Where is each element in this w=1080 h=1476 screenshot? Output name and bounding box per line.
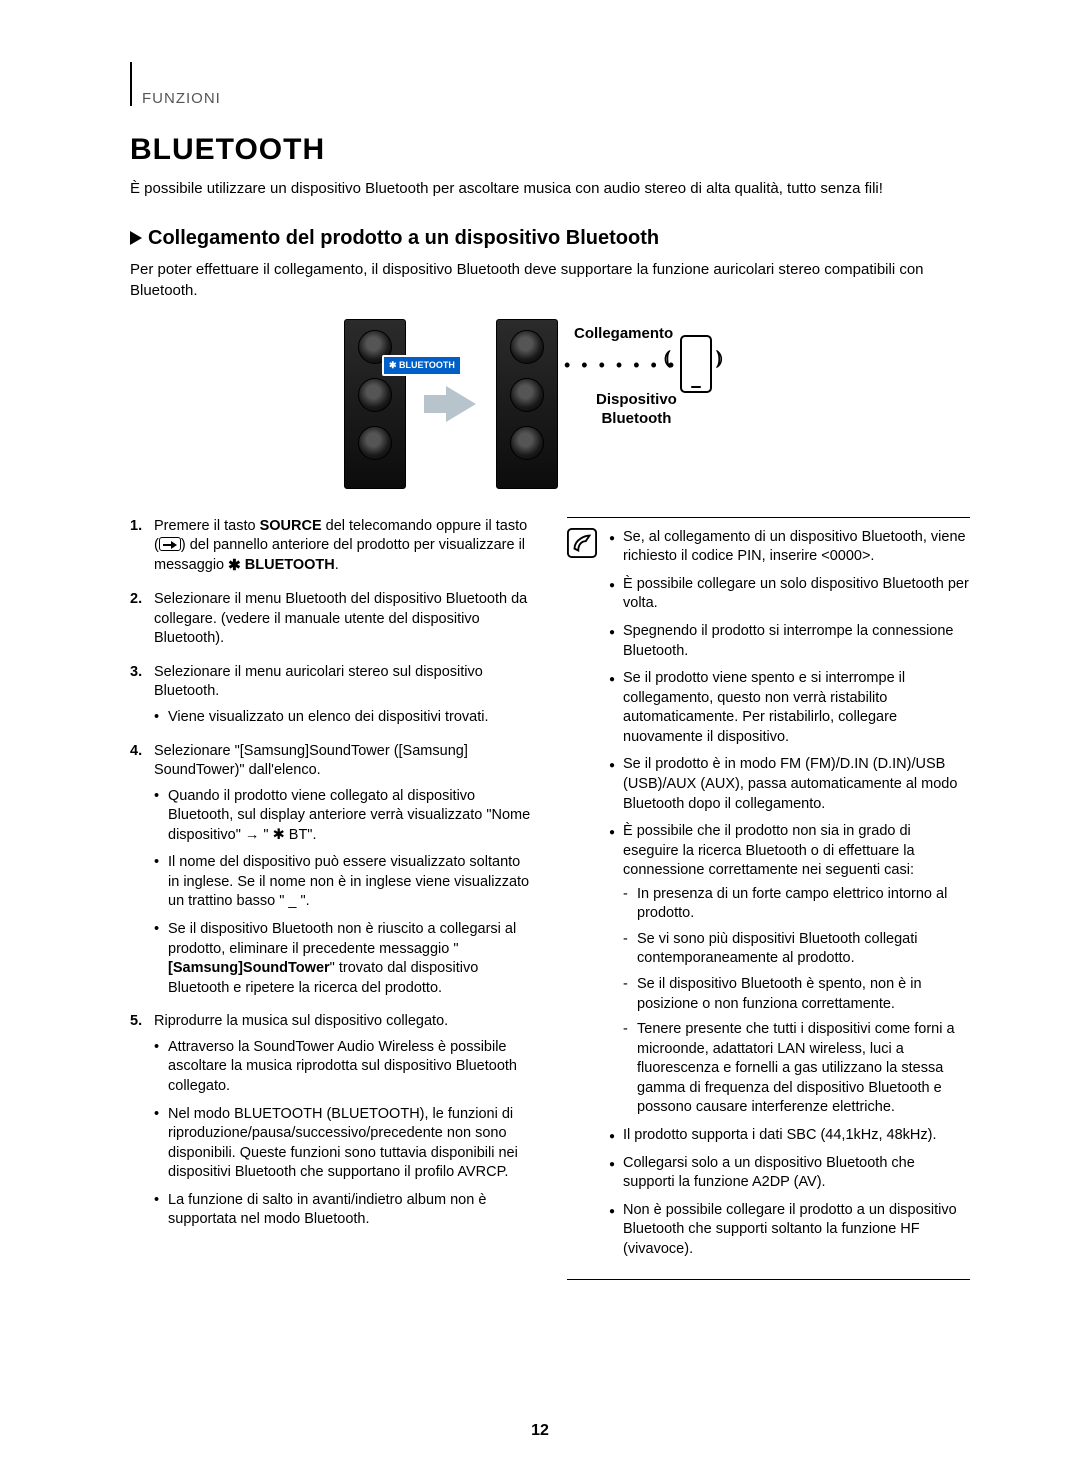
right-column: Se, al collegamento di un dispositivo Bl… <box>567 517 970 1281</box>
note-6: È possibile che il prodotto non sia in g… <box>609 822 970 1118</box>
step-3-bullet-1: Viene visualizzato un elenco dei disposi… <box>154 708 533 728</box>
step-4: 4.Selezionare "[Samsung]SoundTower ([Sam… <box>130 742 533 999</box>
left-column: 1. Premere il tasto SOURCE del telecoman… <box>130 517 533 1281</box>
wave-left-icon: ⦅ <box>664 347 671 370</box>
device-label: DispositivoBluetooth <box>596 391 677 429</box>
note-6-dash-1: In presenza di un forte campo elettrico … <box>623 885 970 924</box>
page-number: 12 <box>0 1422 1080 1440</box>
arrow-icon <box>446 386 476 422</box>
note-6-dash-2: Se vi sono più dispositivi Bluetooth col… <box>623 930 970 969</box>
step-4-bullet-3: Se il dispositivo Bluetooth non è riusci… <box>154 920 533 998</box>
step-5-bullet-2: Nel modo BLUETOOTH (BLUETOOTH), le funzi… <box>154 1105 533 1183</box>
note-icon <box>567 528 597 558</box>
note-3: Spegnendo il prodotto si interrompe la c… <box>609 622 970 661</box>
step-3: 3.Selezionare il menu auricolari stereo … <box>130 663 533 728</box>
step-4-bullet-1: Quando il prodotto viene collegato al di… <box>154 787 533 846</box>
content-columns: 1. Premere il tasto SOURCE del telecoman… <box>130 517 970 1281</box>
page-title: BLUETOOTH <box>130 133 970 167</box>
step-5-bullet-1: Attraverso la SoundTower Audio Wireless … <box>154 1038 533 1097</box>
step-1: 1. Premere il tasto SOURCE del telecoman… <box>130 517 533 576</box>
intro-text: È possibile utilizzare un dispositivo Bl… <box>130 179 970 199</box>
source-panel-icon <box>159 537 181 551</box>
note-8: Collegarsi solo a un dispositivo Bluetoo… <box>609 1154 970 1193</box>
note-5: Se il prodotto è in modo FM (FM)/D.IN (D… <box>609 755 970 814</box>
step-4-bullet-2: Il nome del dispositivo può essere visua… <box>154 853 533 912</box>
speaker-left-illustration <box>344 319 406 489</box>
dots-icon: • • • • • • • • <box>564 355 694 376</box>
note-box: Se, al collegamento di un dispositivo Bl… <box>567 517 970 1281</box>
step-2: 2.Selezionare il menu Bluetooth del disp… <box>130 590 533 649</box>
subheading-desc: Per poter effettuare il collegamento, il… <box>130 260 970 301</box>
connection-diagram: ✱ BLUETOOTH Collegamento • • • • • • • •… <box>130 319 970 489</box>
step-5: 5.Riprodurre la musica sul dispositivo c… <box>130 1012 533 1230</box>
speaker-right-illustration <box>496 319 558 489</box>
step-5-bullet-3: La funzione di salto in avanti/indietro … <box>154 1191 533 1230</box>
connection-label: Collegamento <box>574 325 673 342</box>
wave-right-icon: ⦆ <box>716 347 723 370</box>
note-1: Se, al collegamento di un dispositivo Bl… <box>609 528 970 567</box>
note-6-dash-4: Tenere presente che tutti i dispositivi … <box>623 1020 970 1118</box>
phone-icon <box>680 335 712 393</box>
note-7: Il prodotto supporta i dati SBC (44,1kHz… <box>609 1126 970 1146</box>
triangle-icon <box>130 231 142 245</box>
note-9: Non è possibile collegare il prodotto a … <box>609 1201 970 1260</box>
note-6-dash-3: Se il dispositivo Bluetooth è spento, no… <box>623 975 970 1014</box>
bluetooth-icon: ✱ <box>228 556 241 576</box>
note-4: Se il prodotto viene spento e si interro… <box>609 669 970 747</box>
note-2: È possibile collegare un solo dispositiv… <box>609 575 970 614</box>
subheading-text: Collegamento del prodotto a un dispositi… <box>148 227 659 249</box>
bluetooth-badge: ✱ BLUETOOTH <box>382 355 462 376</box>
section-label: FUNZIONI <box>142 60 970 107</box>
subheading: Collegamento del prodotto a un dispositi… <box>130 227 970 250</box>
side-rule <box>130 62 132 106</box>
